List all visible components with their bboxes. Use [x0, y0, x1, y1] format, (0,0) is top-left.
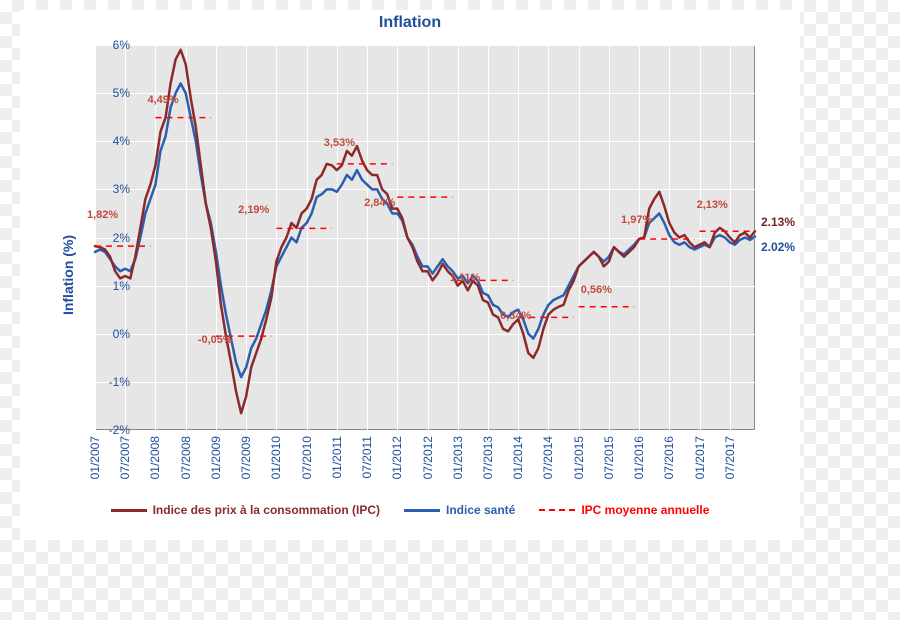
inflation-chart: Inflation Inflation (%) 1,82% 4,49% -0,05%… — [20, 10, 800, 540]
annotation: -0,05% — [198, 334, 233, 346]
x-tick: 07/2009 — [239, 436, 253, 479]
x-tick: 07/2014 — [541, 436, 555, 479]
plot-area: 1,82%4,49%-0,05%2,19%3,53%2,84%1,11%0,34… — [95, 45, 755, 430]
legend-item-sante: Indice santé — [404, 503, 515, 517]
y-tick: -1% — [70, 375, 130, 389]
x-tick: 01/2012 — [390, 436, 404, 479]
x-tick: 01/2011 — [330, 436, 344, 479]
x-tick: 07/2013 — [481, 436, 495, 479]
annotation: 2,13% — [697, 199, 728, 211]
x-tick: 07/2007 — [118, 436, 132, 479]
x-tick: 01/2015 — [572, 436, 586, 479]
annotation: 1,82% — [87, 209, 118, 221]
x-tick: 01/2008 — [148, 436, 162, 479]
annotation: 2,19% — [238, 204, 269, 216]
legend-item-avg: IPC moyenne annuelle — [539, 503, 709, 517]
annotation: 2,84% — [364, 197, 395, 209]
x-tick: 07/2010 — [300, 436, 314, 479]
plot-svg — [95, 45, 755, 430]
x-tick: 01/2010 — [269, 436, 283, 479]
annotation: 1,97% — [621, 214, 652, 226]
end-label-sante: 2.02% — [761, 240, 795, 254]
x-tick: 01/2007 — [88, 436, 102, 479]
annotation: 4,49% — [147, 94, 178, 106]
y-tick: 2% — [70, 231, 130, 245]
y-axis-title: Inflation (%) — [60, 235, 76, 315]
legend-label-ipc: Indice des prix à la consommation (IPC) — [153, 503, 380, 517]
x-tick: 07/2015 — [602, 436, 616, 479]
y-tick: -2% — [70, 423, 130, 437]
legend-swatch-sante — [404, 509, 440, 512]
x-tick: 01/2013 — [451, 436, 465, 479]
x-tick: 07/2011 — [360, 436, 374, 479]
legend-label-sante: Indice santé — [446, 503, 515, 517]
annotation: 0,34% — [500, 310, 531, 322]
annotation: 3,53% — [324, 137, 355, 149]
y-tick: 1% — [70, 279, 130, 293]
y-tick: 0% — [70, 327, 130, 341]
end-label-ipc: 2.13% — [761, 215, 795, 229]
y-tick: 4% — [70, 134, 130, 148]
y-tick: 5% — [70, 86, 130, 100]
x-tick: 07/2012 — [421, 436, 435, 479]
x-tick: 01/2014 — [511, 436, 525, 479]
legend-item-ipc: Indice des prix à la consommation (IPC) — [111, 503, 380, 517]
x-tick: 01/2017 — [693, 436, 707, 479]
legend-label-avg: IPC moyenne annuelle — [581, 503, 709, 517]
x-tick: 01/2016 — [632, 436, 646, 479]
x-tick: 07/2017 — [723, 436, 737, 479]
annotation: 1,11% — [450, 272, 481, 284]
legend-swatch-avg — [539, 509, 575, 511]
annotation: 0,56% — [581, 284, 612, 296]
y-tick: 3% — [70, 182, 130, 196]
y-tick: 6% — [70, 38, 130, 52]
chart-title: Inflation — [20, 14, 800, 32]
legend: Indice des prix à la consommation (IPC) … — [60, 490, 760, 530]
x-tick: 07/2016 — [662, 436, 676, 479]
legend-swatch-ipc — [111, 509, 147, 512]
x-tick: 07/2008 — [179, 436, 193, 479]
x-tick: 01/2009 — [209, 436, 223, 479]
